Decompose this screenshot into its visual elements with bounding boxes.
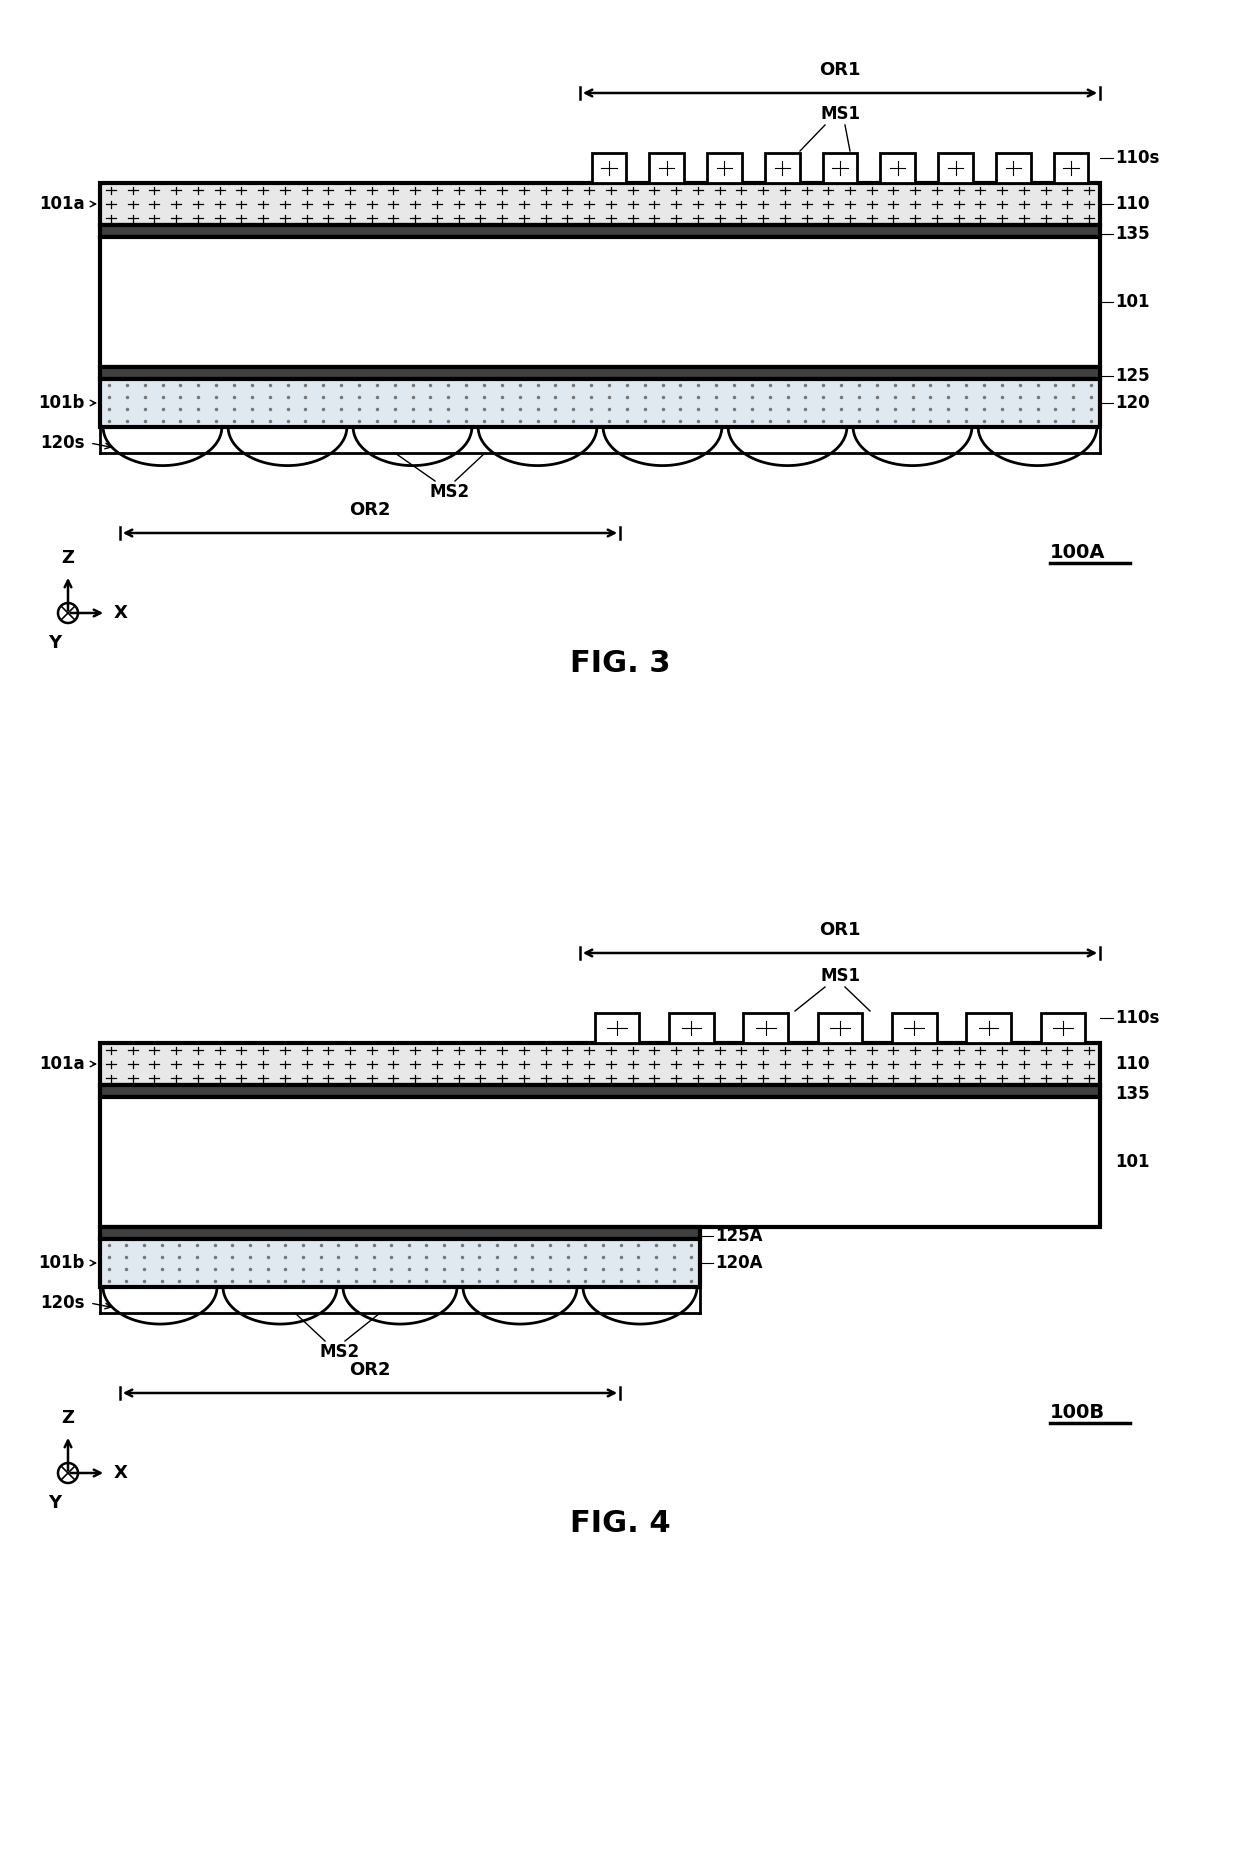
Bar xyxy=(1054,153,1089,183)
Bar xyxy=(996,153,1030,183)
Text: X: X xyxy=(114,1464,128,1481)
Text: MS2: MS2 xyxy=(320,1343,360,1362)
Bar xyxy=(100,1043,1100,1084)
Text: 101a: 101a xyxy=(40,1054,86,1073)
Bar xyxy=(1040,1013,1085,1043)
Text: 125A: 125A xyxy=(715,1228,763,1244)
Bar xyxy=(670,1013,714,1043)
Bar xyxy=(100,367,1100,378)
Bar xyxy=(100,237,1100,367)
Text: OR2: OR2 xyxy=(350,501,391,520)
Text: 110: 110 xyxy=(1115,1054,1149,1073)
Bar xyxy=(100,225,1100,237)
Text: OR1: OR1 xyxy=(820,61,861,78)
Text: MS1: MS1 xyxy=(820,967,861,986)
Text: Z: Z xyxy=(62,1408,74,1427)
Text: 120: 120 xyxy=(1115,393,1149,412)
Text: 110s: 110s xyxy=(1115,149,1159,168)
Text: 101: 101 xyxy=(1115,1153,1149,1172)
Text: 135: 135 xyxy=(1115,225,1149,242)
Text: MS2: MS2 xyxy=(430,483,470,501)
Text: 120s: 120s xyxy=(41,434,86,453)
Bar xyxy=(817,1013,862,1043)
Bar xyxy=(939,153,973,183)
Text: 101b: 101b xyxy=(38,393,86,412)
Text: 101: 101 xyxy=(1115,292,1149,311)
Bar xyxy=(100,1239,701,1287)
Bar xyxy=(100,183,1100,225)
Text: 120A: 120A xyxy=(715,1254,763,1272)
Text: MS1: MS1 xyxy=(820,104,861,123)
Text: FIG. 4: FIG. 4 xyxy=(569,1509,671,1537)
Bar xyxy=(650,153,684,183)
Text: Z: Z xyxy=(62,550,74,566)
Text: 125: 125 xyxy=(1115,367,1149,386)
Bar xyxy=(966,1013,1011,1043)
Text: 135: 135 xyxy=(1115,1084,1149,1103)
Text: Y: Y xyxy=(48,633,62,652)
Bar xyxy=(100,378,1100,427)
Text: 100A: 100A xyxy=(1050,544,1106,563)
Text: 101b: 101b xyxy=(38,1254,86,1272)
Bar xyxy=(707,153,742,183)
Bar xyxy=(822,153,857,183)
Text: 101a: 101a xyxy=(40,196,86,212)
Bar xyxy=(892,1013,936,1043)
Text: FIG. 3: FIG. 3 xyxy=(569,648,671,678)
Bar xyxy=(744,1013,787,1043)
Text: OR1: OR1 xyxy=(820,920,861,939)
Bar xyxy=(100,1084,1100,1097)
Bar xyxy=(880,153,915,183)
Text: X: X xyxy=(114,604,128,622)
Bar xyxy=(765,153,800,183)
Text: OR2: OR2 xyxy=(350,1362,391,1379)
Text: 120s: 120s xyxy=(41,1295,86,1312)
Bar xyxy=(100,1228,701,1239)
Text: 110: 110 xyxy=(1115,196,1149,212)
Bar xyxy=(591,153,626,183)
Text: Y: Y xyxy=(48,1494,62,1513)
Bar xyxy=(595,1013,640,1043)
Bar xyxy=(100,1097,1100,1228)
Text: 100B: 100B xyxy=(1050,1403,1105,1423)
Text: 110s: 110s xyxy=(1115,1010,1159,1027)
